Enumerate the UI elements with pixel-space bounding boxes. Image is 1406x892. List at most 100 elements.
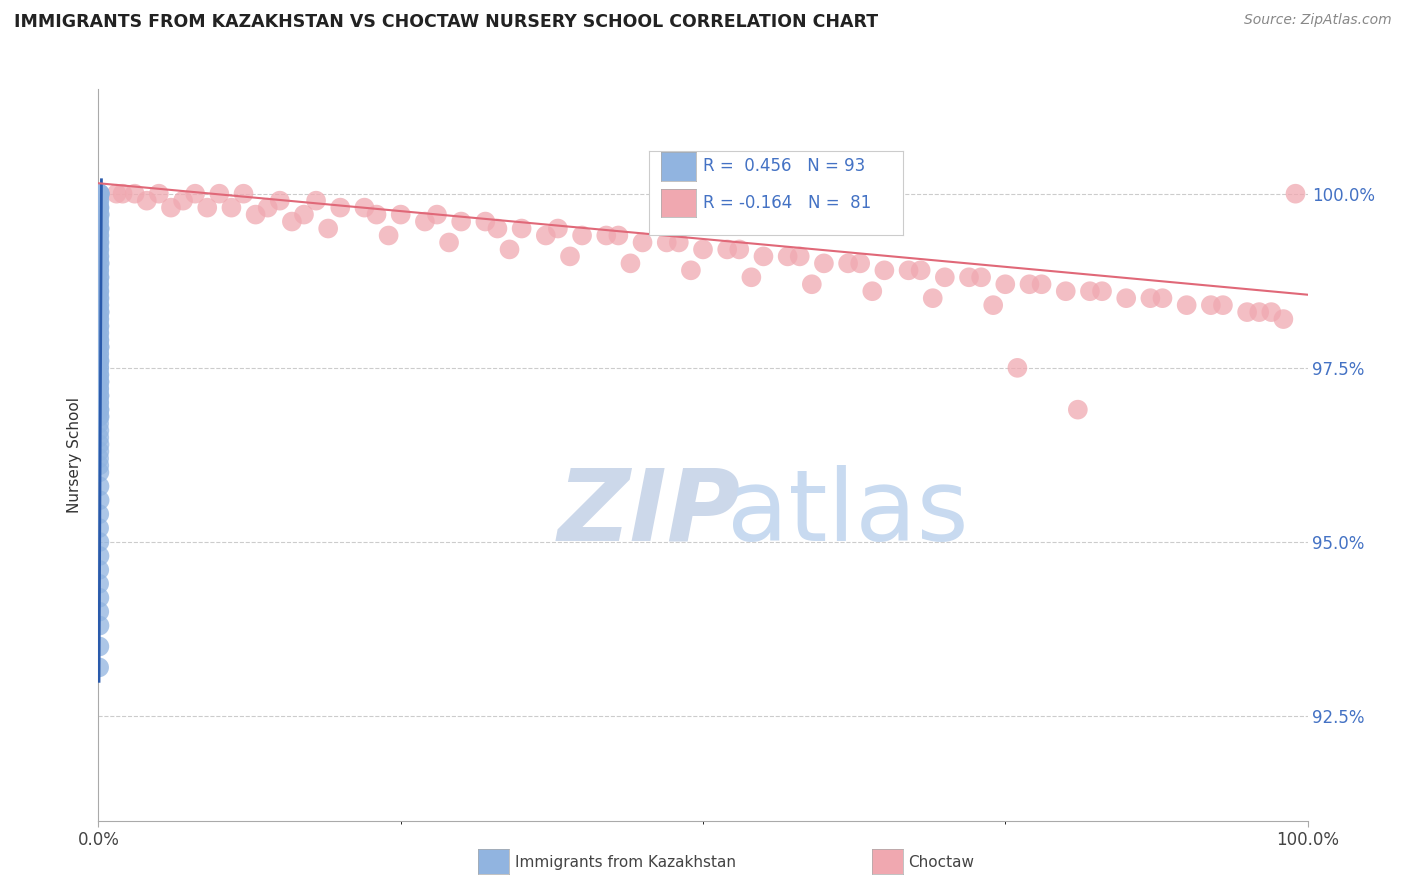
Point (89, 430, 111, 444)
Point (89, 326, 111, 340)
Point (860, 284, 883, 298)
Point (655, 235, 678, 250)
Point (1212, 298, 1234, 312)
Point (1284, 186, 1306, 201)
Point (89, 605, 111, 619)
Point (740, 270, 762, 285)
Point (89, 277, 111, 292)
Point (89, 194, 111, 208)
Point (89, 618, 111, 632)
Point (89, 326, 111, 340)
Point (160, 201, 183, 215)
Point (89, 277, 111, 292)
Point (89, 319, 111, 334)
Point (813, 256, 835, 270)
Point (800, 277, 823, 292)
Point (1067, 402, 1090, 417)
Point (89, 402, 111, 417)
Point (89, 243, 111, 257)
Point (1078, 284, 1101, 298)
Point (89, 214, 111, 228)
Text: IMMIGRANTS FROM KAZAKHSTAN VS CHOCTAW NURSERY SCHOOL CORRELATION CHART: IMMIGRANTS FROM KAZAKHSTAN VS CHOCTAW NU… (14, 13, 879, 31)
Point (366, 208, 388, 222)
Point (89, 591, 111, 605)
Point (89, 402, 111, 417)
Point (256, 201, 278, 215)
Point (148, 186, 170, 201)
Point (89, 186, 111, 201)
Point (89, 298, 111, 312)
Text: R =  0.456   N = 93: R = 0.456 N = 93 (703, 157, 865, 176)
Point (89, 305, 111, 319)
Point (316, 221, 339, 235)
Point (89, 235, 111, 250)
Point (752, 249, 775, 263)
Point (89, 389, 111, 403)
Point (89, 298, 111, 312)
Point (1199, 298, 1222, 312)
Point (1152, 291, 1174, 305)
Point (89, 347, 111, 361)
Point (789, 249, 811, 263)
Point (89, 194, 111, 208)
Text: Source: ZipAtlas.com: Source: ZipAtlas.com (1244, 13, 1392, 28)
Point (716, 243, 738, 257)
Point (558, 249, 581, 263)
Point (89, 521, 111, 535)
Point (679, 263, 702, 277)
Point (89, 270, 111, 285)
Point (910, 263, 932, 277)
Point (389, 208, 412, 222)
Point (89, 382, 111, 396)
Point (281, 214, 304, 228)
Point (89, 368, 111, 382)
Point (547, 221, 569, 235)
Point (89, 256, 111, 270)
Point (89, 375, 111, 389)
Point (89, 466, 111, 480)
Point (269, 194, 291, 208)
Point (124, 186, 146, 201)
Point (776, 249, 799, 263)
Point (89, 347, 111, 361)
Point (89, 424, 111, 438)
Point (486, 221, 509, 235)
Point (897, 263, 920, 277)
Point (89, 270, 111, 285)
Point (1018, 277, 1040, 292)
Point (89, 186, 111, 201)
Point (89, 201, 111, 215)
Point (849, 256, 872, 270)
Point (184, 186, 207, 201)
Point (89, 368, 111, 382)
Point (89, 333, 111, 347)
Point (89, 186, 111, 201)
Point (89, 243, 111, 257)
Point (89, 201, 111, 215)
Point (305, 194, 328, 208)
Point (607, 228, 630, 243)
Point (89, 354, 111, 368)
Point (957, 270, 980, 285)
Point (934, 270, 956, 285)
Point (921, 291, 943, 305)
Point (195, 201, 218, 215)
Point (413, 214, 436, 228)
Point (89, 186, 111, 201)
Point (89, 208, 111, 222)
Point (437, 235, 460, 250)
Point (981, 298, 1004, 312)
Point (1236, 305, 1258, 319)
Text: R = -0.164   N =  81: R = -0.164 N = 81 (703, 194, 872, 212)
Point (292, 208, 315, 222)
Point (1249, 305, 1271, 319)
Point (208, 186, 231, 201)
Point (89, 479, 111, 493)
Point (135, 194, 157, 208)
Point (377, 228, 399, 243)
Point (89, 395, 111, 409)
Point (89, 228, 111, 243)
Point (353, 201, 375, 215)
Point (329, 201, 352, 215)
Point (89, 291, 111, 305)
